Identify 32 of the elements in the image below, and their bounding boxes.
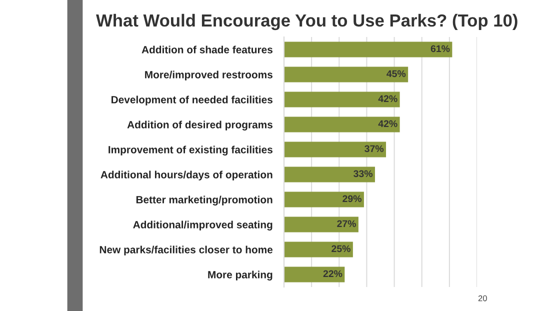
bar (284, 166, 375, 182)
y-tick-label: Addition of desired programs (127, 120, 272, 130)
bar (284, 92, 400, 108)
bar (284, 192, 364, 208)
bar (284, 116, 400, 132)
data-label: 29% (342, 195, 362, 202)
data-label: 27% (337, 220, 356, 228)
bar (284, 142, 386, 158)
text: 20 (478, 295, 487, 302)
bar (284, 216, 358, 232)
data-label: 61% (430, 45, 450, 52)
y-tick-label: Additional/improved seating (133, 220, 272, 230)
data-label: 42% (378, 95, 398, 102)
data-label: 33% (354, 170, 373, 178)
y-tick-label: Addition of shade features (142, 46, 272, 54)
y-tick-label: Additional hours/days of operation (100, 170, 272, 180)
y-tick-label: New parks/facilities closer to home (100, 246, 273, 256)
data-label: 42% (378, 120, 398, 128)
y-tick-label: Improvement of existing facilities (108, 146, 272, 156)
data-label: 37% (364, 145, 384, 152)
chart-title: What Would Encourage You to Use Parks? (Top 10) (96, 14, 518, 30)
bar (284, 66, 408, 82)
bar (284, 266, 345, 282)
data-label: 25% (332, 245, 350, 252)
bar (284, 242, 353, 258)
bar (284, 42, 452, 58)
y-tick-label: More/improved restrooms (145, 70, 272, 80)
data-label: 22% (323, 270, 342, 278)
y-tick-label: More parking (208, 270, 272, 280)
y-tick-label: Development of needed facilities (112, 96, 272, 106)
data-label: 45% (386, 70, 406, 78)
y-tick-label: Better marketing/promotion (136, 196, 272, 206)
